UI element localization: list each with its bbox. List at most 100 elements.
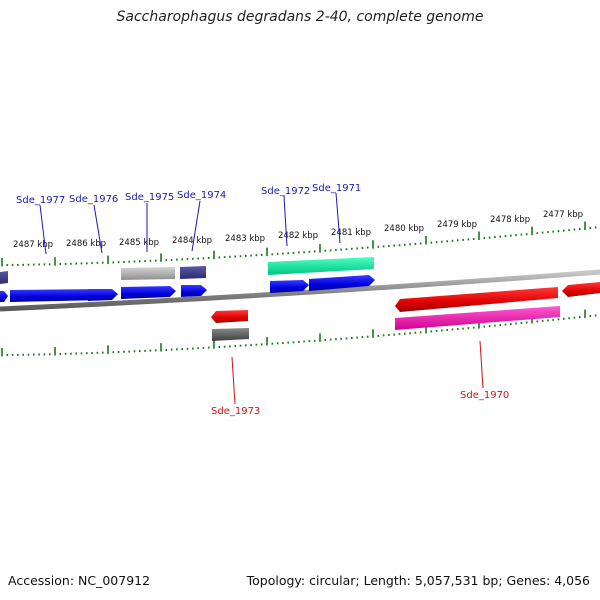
minor-tick xyxy=(133,260,136,263)
minor-tick xyxy=(504,235,507,238)
minor-tick xyxy=(435,329,438,332)
minor-tick xyxy=(499,235,501,238)
minor-tick xyxy=(335,338,337,341)
ticks-top-strand xyxy=(1,221,597,267)
minor-tick xyxy=(340,248,342,251)
minor-tick xyxy=(573,228,576,231)
minor-tick xyxy=(594,226,597,229)
minor-tick xyxy=(43,263,46,266)
gene-blue-edge[interactable] xyxy=(0,291,8,302)
minor-tick xyxy=(218,256,221,259)
minor-tick xyxy=(202,257,205,260)
minor-tick xyxy=(144,260,146,263)
genome-backbone xyxy=(0,269,600,312)
minor-tick xyxy=(520,322,523,324)
gene-gray[interactable] xyxy=(121,267,175,280)
accession-text: Accession: NC_007912 xyxy=(8,573,151,588)
gene-blue-sde1974[interactable] xyxy=(181,285,207,297)
gene-blue-sde1976[interactable] xyxy=(88,289,118,301)
minor-tick xyxy=(170,348,173,351)
major-tick xyxy=(425,236,427,245)
kbp-label: 2477 kbp xyxy=(543,210,583,220)
minor-tick xyxy=(324,249,327,252)
minor-tick xyxy=(388,245,390,247)
gene-blue-sde1972[interactable] xyxy=(270,280,309,293)
minor-tick xyxy=(181,348,183,351)
minor-tick xyxy=(578,316,581,319)
minor-tick xyxy=(80,262,83,265)
minor-tick xyxy=(398,244,401,247)
minor-tick xyxy=(525,321,528,324)
minor-tick xyxy=(86,352,88,355)
minor-tick xyxy=(48,353,51,356)
minor-tick xyxy=(33,263,35,266)
major-tick xyxy=(1,258,3,267)
major-tick xyxy=(160,253,162,262)
minor-tick xyxy=(568,229,570,232)
minor-tick xyxy=(515,322,517,325)
minor-tick xyxy=(96,261,99,264)
minor-tick xyxy=(229,345,231,348)
gene-blue-sde1971[interactable] xyxy=(309,275,375,291)
minor-tick xyxy=(382,334,385,337)
gene-teal[interactable] xyxy=(268,257,374,275)
minor-tick xyxy=(345,248,348,251)
minor-tick xyxy=(223,256,226,259)
gene-navy-edge[interactable] xyxy=(0,271,8,284)
major-tick xyxy=(319,244,321,253)
kbp-label: 2479 kbp xyxy=(437,220,477,230)
minor-tick xyxy=(313,250,316,253)
gene-navy[interactable] xyxy=(180,266,206,279)
minor-tick xyxy=(430,330,433,333)
minor-tick xyxy=(271,342,274,345)
minor-tick xyxy=(260,343,263,346)
major-tick xyxy=(54,347,56,356)
minor-tick xyxy=(441,240,443,243)
minor-tick xyxy=(573,316,576,319)
gene-label: Sde_1970 xyxy=(460,390,509,401)
minor-tick xyxy=(578,228,581,230)
minor-tick xyxy=(245,254,247,257)
minor-tick xyxy=(276,342,279,345)
gene-blue-sde1977[interactable] xyxy=(10,289,110,302)
minor-tick xyxy=(547,231,549,234)
minor-tick xyxy=(414,242,417,245)
gene-red-sde1973[interactable] xyxy=(211,310,248,323)
minor-tick xyxy=(589,227,592,229)
minor-tick xyxy=(488,325,491,328)
gene-label: Sde_1974 xyxy=(177,190,226,201)
minor-tick xyxy=(351,247,353,250)
minor-tick xyxy=(488,236,491,239)
minor-tick xyxy=(510,234,512,237)
minor-tick xyxy=(149,259,152,262)
gene-label: Sde_1972 xyxy=(261,186,310,197)
ticks-bottom-strand xyxy=(1,309,597,357)
minor-tick xyxy=(494,324,496,327)
major-tick xyxy=(107,255,109,265)
minor-tick xyxy=(409,332,411,335)
minor-tick xyxy=(356,247,358,250)
minor-tick xyxy=(165,259,168,262)
minor-tick xyxy=(451,239,454,242)
minor-tick xyxy=(324,339,327,341)
minor-tick xyxy=(165,348,168,351)
kbp-label: 2484 kbp xyxy=(172,236,212,246)
minor-tick xyxy=(59,263,62,265)
minor-tick xyxy=(494,236,496,239)
gene-darkgray[interactable] xyxy=(212,328,249,341)
gene-red-right[interactable] xyxy=(562,282,600,297)
minor-tick xyxy=(139,260,141,263)
minor-tick xyxy=(128,260,130,263)
minor-tick xyxy=(292,341,295,344)
minor-tick xyxy=(117,261,120,264)
minor-tick xyxy=(329,249,332,252)
kbp-label: 2482 kbp xyxy=(278,231,318,241)
gene-blue-sde1975[interactable] xyxy=(121,286,176,299)
minor-tick xyxy=(515,234,517,237)
minor-tick xyxy=(404,332,406,335)
minor-tick xyxy=(6,354,9,356)
gene-pink[interactable] xyxy=(395,306,560,330)
gene-red-sde1970[interactable] xyxy=(395,287,558,312)
minor-tick xyxy=(218,346,221,348)
